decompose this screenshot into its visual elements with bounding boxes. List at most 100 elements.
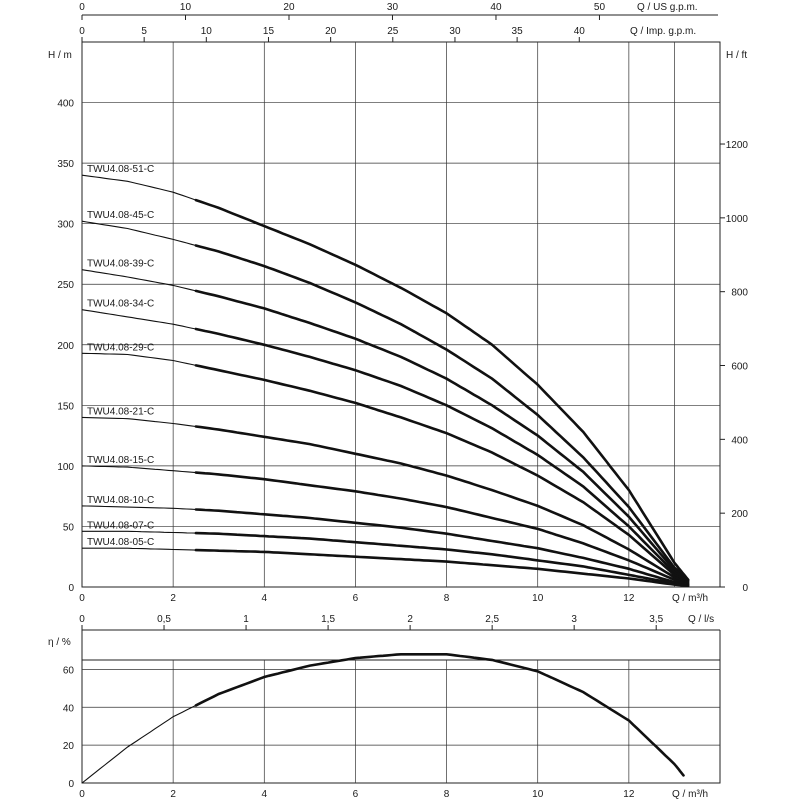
eff-q-tick-label: 0 [79, 789, 85, 800]
eff-ls-tick-label: 3,5 [649, 614, 663, 625]
head-m-tick-label: 400 [57, 99, 74, 110]
head-m-tick-label: 0 [68, 583, 74, 594]
head-q-tick-label: 8 [444, 593, 450, 604]
head-curve-TWU4.08-15-C [194, 471, 690, 586]
head-m-tick-label: 250 [57, 280, 74, 291]
head-m-tick-label: 100 [57, 462, 74, 473]
usgpm-tick-label: 10 [180, 2, 192, 13]
eff-q-tick-label: 10 [532, 789, 544, 800]
head-ft-tick-label: 0 [742, 583, 748, 594]
head-curve-thin-TWU4.08-34-C [81, 309, 197, 330]
eff-ls-tick-label: 1 [243, 614, 249, 625]
head-curve-label: TWU4.08-45-C [87, 210, 154, 221]
efficiency-curve-thin [81, 704, 197, 784]
head-q-tick-label: 4 [262, 593, 268, 604]
head-plot-frame [81, 41, 721, 588]
head-curve-thin-TWU4.08-29-C [81, 352, 197, 366]
eff-tick-label: 60 [63, 665, 75, 676]
head-curve-label: TWU4.08-51-C [87, 164, 154, 175]
eff-ls-tick-label: 2,5 [485, 614, 499, 625]
head-curve-TWU4.08-39-C [194, 289, 690, 583]
head-curve-TWU4.08-34-C [194, 327, 690, 583]
head-m-tick-label: 150 [57, 401, 74, 412]
head-q-tick-label: 2 [170, 593, 176, 604]
usgpm-tick-label: 0 [79, 2, 85, 13]
head-curve-thin-TWU4.08-05-C [82, 547, 196, 551]
eff-q-axis-label: Q / m³/h [672, 789, 708, 800]
eff-ls-tick-label: 2 [407, 614, 413, 625]
eff-tick-label: 0 [68, 779, 74, 790]
head-ft-tick-label: 600 [731, 362, 748, 373]
head-ft-tick-label: 800 [731, 288, 748, 299]
head-curve-label: TWU4.08-10-C [87, 495, 154, 506]
usgpm-axis-label: Q / US g.p.m. [637, 2, 698, 13]
head-m-axis-label: H / m [48, 50, 72, 61]
eff-tick-label: 40 [63, 703, 75, 714]
head-q-tick-label: 0 [79, 593, 85, 604]
eff-q-tick-label: 12 [623, 789, 635, 800]
head-curve-thin-TWU4.08-39-C [81, 269, 197, 292]
eff-q-tick-label: 6 [353, 789, 359, 800]
head-curve-thin-TWU4.08-21-C [81, 416, 196, 428]
eff-q-tick-label: 4 [262, 789, 268, 800]
eff-ls-tick-label: 1,5 [321, 614, 335, 625]
impgpm-tick-label: 5 [141, 26, 147, 37]
efficiency-chart-panel: 0 20 40 60 η / % 0 2 4 6 8 10 12 Q / m³/h 0 0,5 1 1,5 2 2,… [48, 614, 721, 800]
eff-tick-label: 20 [63, 741, 75, 752]
head-ft-axis-label: H / ft [726, 50, 747, 61]
head-curve-label: TWU4.08-15-C [87, 455, 154, 466]
eff-ls-tick-label: 3 [571, 614, 577, 625]
head-ft-tick-label: 1000 [726, 214, 749, 225]
eff-plot-frame [81, 659, 721, 784]
efficiency-curve [194, 653, 685, 777]
head-curve-label: TWU4.08-21-C [87, 406, 154, 417]
head-curve-TWU4.08-07-C [194, 531, 690, 588]
head-q-tick-label: 10 [532, 593, 544, 604]
usgpm-tick-label: 50 [594, 2, 606, 13]
impgpm-tick-label: 30 [449, 26, 461, 37]
head-ft-tick-label: 200 [731, 509, 748, 520]
eff-axis-label: η / % [48, 637, 71, 648]
head-curve-TWU4.08-45-C [194, 244, 690, 581]
eff-ls-axis-label: Q / l/s [688, 614, 714, 625]
head-curve-TWU4.08-21-C [194, 425, 690, 585]
head-q-tick-label: 12 [623, 593, 635, 604]
impgpm-tick-label: 25 [387, 26, 399, 37]
impgpm-tick-label: 20 [325, 26, 337, 37]
usgpm-tick-label: 20 [283, 2, 295, 13]
head-curve-label: TWU4.08-34-C [87, 299, 154, 310]
impgpm-tick-label: 15 [263, 26, 275, 37]
head-curve-TWU4.08-05-C [194, 548, 690, 588]
head-curve-thin-TWU4.08-10-C [81, 505, 196, 511]
head-m-tick-label: 300 [57, 220, 74, 231]
head-curve-label: TWU4.08-07-C [87, 520, 154, 531]
impgpm-tick-label: 10 [201, 26, 213, 37]
head-m-tick-label: 350 [57, 159, 74, 170]
head-q-tick-label: 6 [353, 593, 359, 604]
usgpm-tick-label: 30 [387, 2, 399, 13]
head-ft-tick-label: 1200 [726, 140, 749, 151]
head-q-axis-label: Q / m³/h [672, 593, 708, 604]
head-m-tick-label: 50 [63, 522, 75, 533]
eff-q-tick-label: 2 [170, 789, 176, 800]
usgpm-tick-label: 40 [490, 2, 502, 13]
eff-q-tick-label: 8 [444, 789, 450, 800]
head-curve-label: TWU4.08-05-C [87, 537, 154, 548]
head-curve-thin-TWU4.08-07-C [82, 530, 196, 534]
head-curve-TWU4.08-10-C [194, 508, 690, 586]
head-ft-tick-label: 400 [731, 435, 748, 446]
impgpm-tick-label: 0 [79, 26, 85, 37]
impgpm-tick-label: 35 [512, 26, 524, 37]
head-curve-thin-TWU4.08-15-C [81, 465, 196, 474]
head-curve-label: TWU4.08-39-C [87, 259, 154, 270]
head-curve-label: TWU4.08-29-C [87, 342, 154, 353]
impgpm-tick-label: 40 [574, 26, 586, 37]
head-curve-TWU4.08-29-C [194, 364, 690, 584]
head-curve-thin-TWU4.08-51-C [81, 174, 197, 201]
head-curve-TWU4.08-51-C [194, 198, 690, 581]
eff-ls-tick-label: 0 [79, 614, 85, 625]
eff-ls-tick-label: 0,5 [157, 614, 171, 625]
head-curve-thin-TWU4.08-45-C [81, 220, 197, 247]
